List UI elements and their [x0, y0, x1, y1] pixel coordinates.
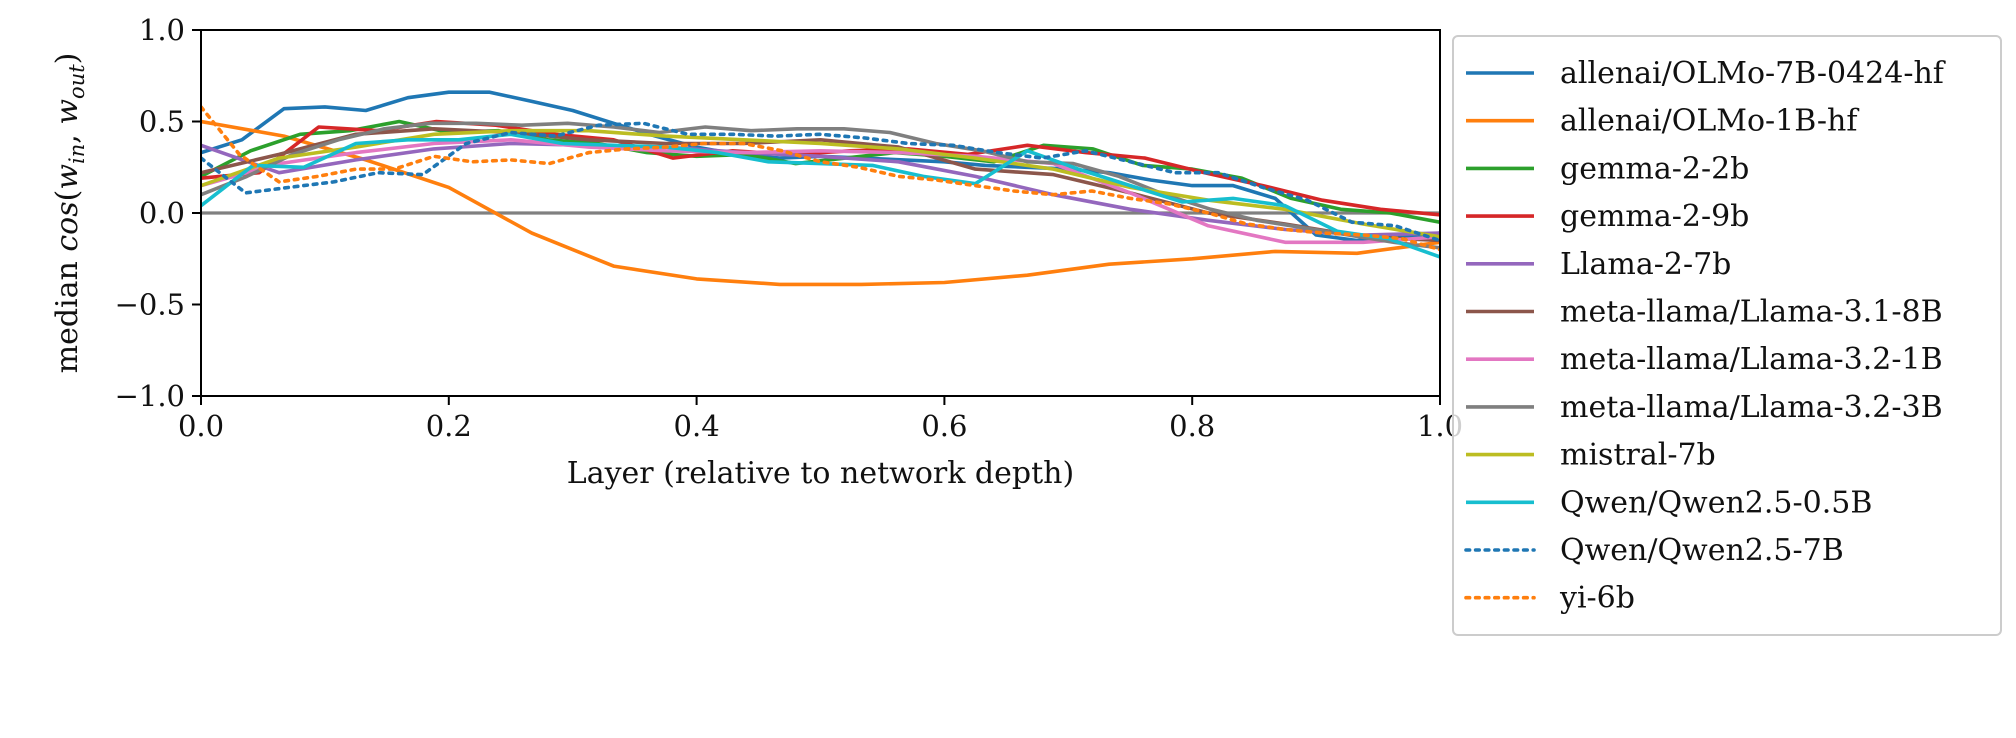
series-line-4 — [201, 141, 1440, 237]
y-tick-label-0: 1.0 — [139, 13, 185, 47]
legend-label-5: meta-llama/Llama-3.1-8B — [1560, 295, 1943, 330]
legend-label-9: Qwen/Qwen2.5-0.5B — [1560, 485, 1872, 520]
legend-label-0: allenai/OLMo-7B-0424-hf — [1560, 56, 1946, 91]
legend: allenai/OLMo-7B-0424-hf allenai/OLMo-1B-h… — [1452, 35, 2002, 636]
series-line-6 — [201, 138, 1440, 245]
series-line-10 — [201, 121, 1440, 243]
y-axis-label-part-5: , — [50, 125, 85, 144]
x-tick-label-2: 0.4 — [674, 409, 720, 443]
legend-label-2: gemma-2-2b — [1560, 151, 1749, 186]
x-axis-label: Layer (relative to network depth) — [567, 456, 1074, 491]
y-axis-label-part-3: w — [50, 164, 85, 190]
y-tick-label-1: 0.5 — [139, 105, 185, 139]
x-tick-label-0: 0.0 — [178, 409, 224, 443]
y-axis-label-part-0: median — [50, 252, 85, 374]
y-axis-label-part-1: cos — [50, 201, 85, 251]
y-axis-label-part-4: in — [65, 144, 89, 164]
legend-box — [1452, 35, 2002, 636]
legend-label-4: Llama-2-7b — [1560, 247, 1731, 282]
legend-label-1: allenai/OLMo-1B-hf — [1560, 104, 1859, 139]
series-line-11 — [201, 105, 1440, 252]
y-axis-label-part-2: ( — [50, 190, 85, 202]
y-axis-label: median cos(win, wout) — [50, 53, 89, 374]
x-tick-label-1: 0.2 — [426, 409, 472, 443]
x-tick-label-4: 0.8 — [1169, 409, 1215, 443]
legend-label-6: meta-llama/Llama-3.2-1B — [1560, 342, 1943, 377]
y-tick-label-3: −0.5 — [115, 288, 185, 322]
y-tick-label-4: −1.0 — [115, 379, 185, 413]
series-layer — [201, 90, 1440, 287]
legend-label-10: Qwen/Qwen2.5-7B — [1560, 533, 1844, 568]
series-line-9 — [201, 132, 1440, 259]
series-line-7 — [201, 121, 1440, 250]
legend-label-11: yi-6b — [1559, 581, 1635, 616]
legend-label-8: mistral-7b — [1560, 438, 1716, 473]
y-axis-label-part-7: out — [65, 64, 89, 99]
x-tick-label-3: 0.6 — [921, 409, 967, 443]
y-axis-label-part-8: ) — [50, 53, 85, 65]
legend-label-3: gemma-2-9b — [1560, 199, 1749, 234]
legend-label-7: meta-llama/Llama-3.2-3B — [1560, 390, 1943, 425]
y-axis-label-part-6: w — [50, 99, 85, 125]
y-tick-label-2: 0.0 — [139, 196, 185, 230]
